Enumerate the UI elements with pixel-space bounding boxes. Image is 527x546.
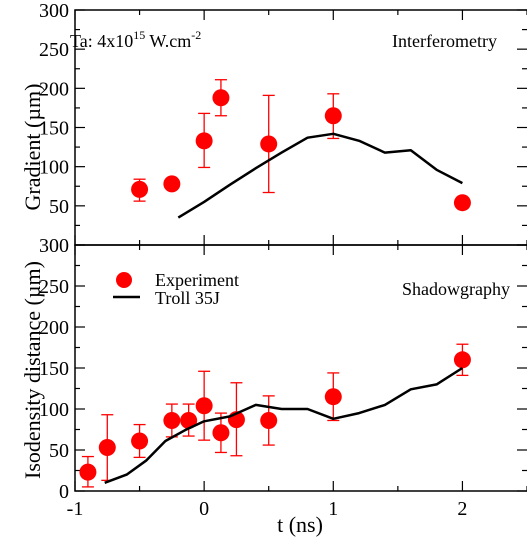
top-panel: Gradient (µm) Ta: 4x1015 W.cm-2 Interfer… <box>20 28 497 210</box>
top-plot-area: 50 100 150 200 250 300 <box>39 0 527 246</box>
bottom-ytick-label: 250 <box>39 276 69 298</box>
top-ytick-label: 50 <box>49 196 69 218</box>
top-ytick-label: 150 <box>39 118 69 140</box>
ta-annot-unit-exp: -2 <box>191 28 201 42</box>
bottom-data-point <box>180 411 198 429</box>
bottom-data-point <box>212 424 230 442</box>
bottom-data-point <box>324 388 342 406</box>
top-ytick-label: 300 <box>39 0 69 22</box>
ta-annot-unit: W.cm <box>145 31 191 51</box>
bottom-data-point <box>195 397 213 415</box>
legend-experiment-marker <box>116 272 132 288</box>
bottom-ytick-label: 100 <box>39 399 69 421</box>
bottom-data-point <box>453 351 471 369</box>
bottom-xtick-label: 1 <box>328 498 338 520</box>
bottom-ytick-label: 0 <box>59 481 69 503</box>
top-data-point <box>131 180 149 198</box>
bottom-xlabel: t (ns) <box>277 512 323 537</box>
bottom-xtick-label: -1 <box>67 498 84 520</box>
bottom-xtick-label: 2 <box>457 498 467 520</box>
bottom-model-line <box>104 366 464 484</box>
top-annotation-method: Interferometry <box>392 31 497 51</box>
top-data-point <box>260 135 278 153</box>
bottom-data-point <box>260 411 278 429</box>
bottom-data-point <box>163 411 181 429</box>
top-data-point <box>212 89 230 107</box>
legend: Experiment Troll 35J <box>113 270 239 308</box>
top-data-point <box>453 194 471 212</box>
bottom-ytick-label: 200 <box>39 317 69 339</box>
legend-experiment-label: Experiment <box>155 270 239 290</box>
top-data-point <box>195 132 213 150</box>
bottom-data-point <box>98 439 116 457</box>
bottom-ytick-label: 150 <box>39 358 69 380</box>
top-data-point <box>324 107 342 125</box>
bottom-ylabel: Isodensity distance (µm) <box>20 261 45 479</box>
top-model-line <box>177 132 463 219</box>
top-ytick-label: 250 <box>39 39 69 61</box>
legend-troll-label: Troll 35J <box>155 288 220 308</box>
bottom-data-point <box>79 463 97 481</box>
top-annotation-ta: Ta: 4x1015 W.cm-2 <box>70 28 201 51</box>
bottom-data-point <box>131 432 149 450</box>
top-data-point <box>163 175 181 193</box>
top-ytick-label: 100 <box>39 157 69 179</box>
bottom-ytick-label: 300 <box>39 235 69 257</box>
bottom-xtick-label: 0 <box>199 498 209 520</box>
bottom-panel: Isodensity distance (µm) Shadowgraphy t … <box>20 261 510 537</box>
top-ylabel: Gradient (µm) <box>20 84 45 211</box>
bottom-annotation-method: Shadowgraphy <box>402 279 510 299</box>
ta-annot-base: Ta: 4x10 <box>70 31 133 51</box>
bottom-ytick-label: 50 <box>49 440 69 462</box>
top-ytick-label: 200 <box>39 78 69 100</box>
ta-annot-exp: 15 <box>133 28 145 42</box>
